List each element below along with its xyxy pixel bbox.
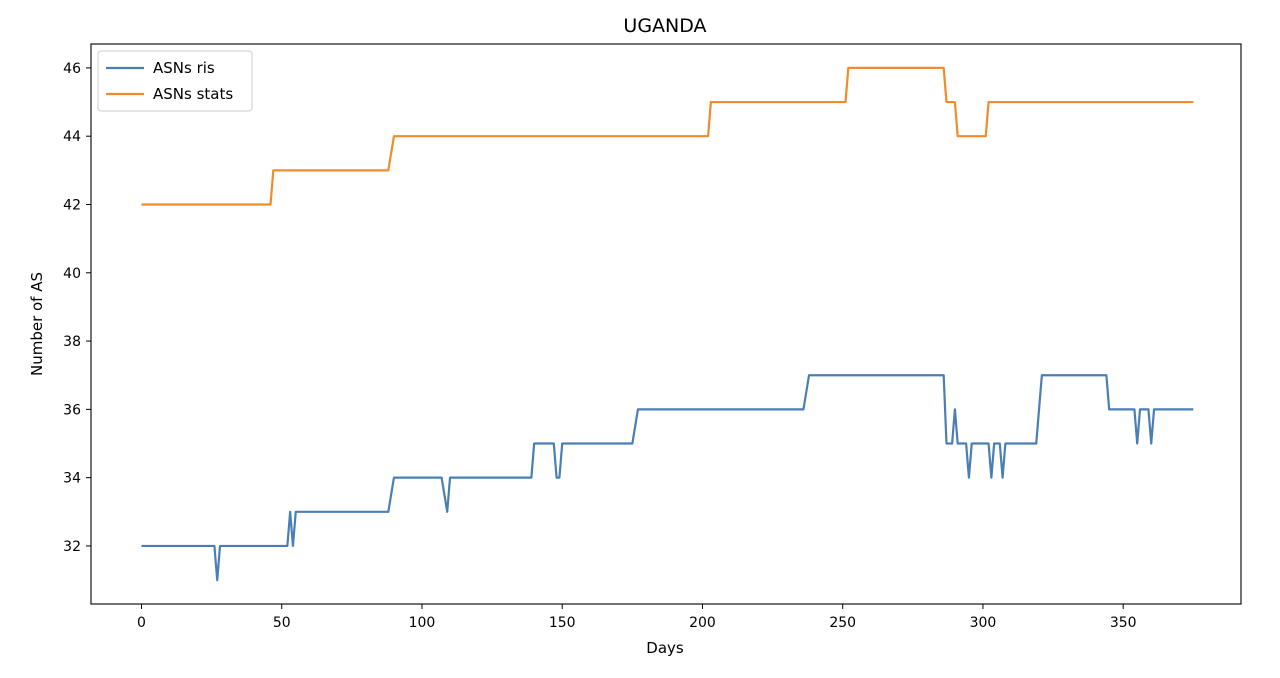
y-tick-label: 46	[63, 61, 81, 77]
chart-title: UGANDA	[623, 15, 706, 37]
y-tick-label: 44	[63, 129, 81, 145]
y-tick-label: 38	[63, 334, 81, 350]
y-tick-label: 42	[63, 197, 81, 213]
x-tick-label: 250	[829, 615, 856, 631]
y-axis-label: Number of AS	[28, 272, 46, 376]
y-tick-label: 34	[63, 471, 81, 487]
series-line-asns-ris	[141, 374, 1194, 582]
legend-label-asns-ris: ASNs ris	[153, 59, 215, 77]
legend-label-asns-stats: ASNs stats	[153, 85, 233, 103]
axis-ticks: 0 50 100 150 200 250 300 350 32 34 36 38 40 42 44 46	[63, 61, 1136, 631]
x-tick-label: 150	[549, 615, 576, 631]
x-tick-label: 200	[689, 615, 716, 631]
x-axis-label: Days	[646, 639, 684, 657]
legend: ASNs ris ASNs stats	[97, 50, 253, 112]
y-tick-label: 40	[63, 266, 81, 282]
y-tick-label: 32	[63, 539, 81, 555]
series-layer	[141, 66, 1194, 582]
x-tick-label: 350	[1110, 615, 1137, 631]
x-tick-label: 300	[970, 615, 997, 631]
x-tick-label: 100	[409, 615, 436, 631]
legend-box	[97, 50, 253, 112]
y-tick-label: 36	[63, 402, 81, 418]
plot-area-frame	[90, 43, 1242, 605]
x-tick-label: 50	[273, 615, 291, 631]
x-tick-label: 0	[137, 615, 146, 631]
series-line-asns-stats	[141, 66, 1194, 206]
